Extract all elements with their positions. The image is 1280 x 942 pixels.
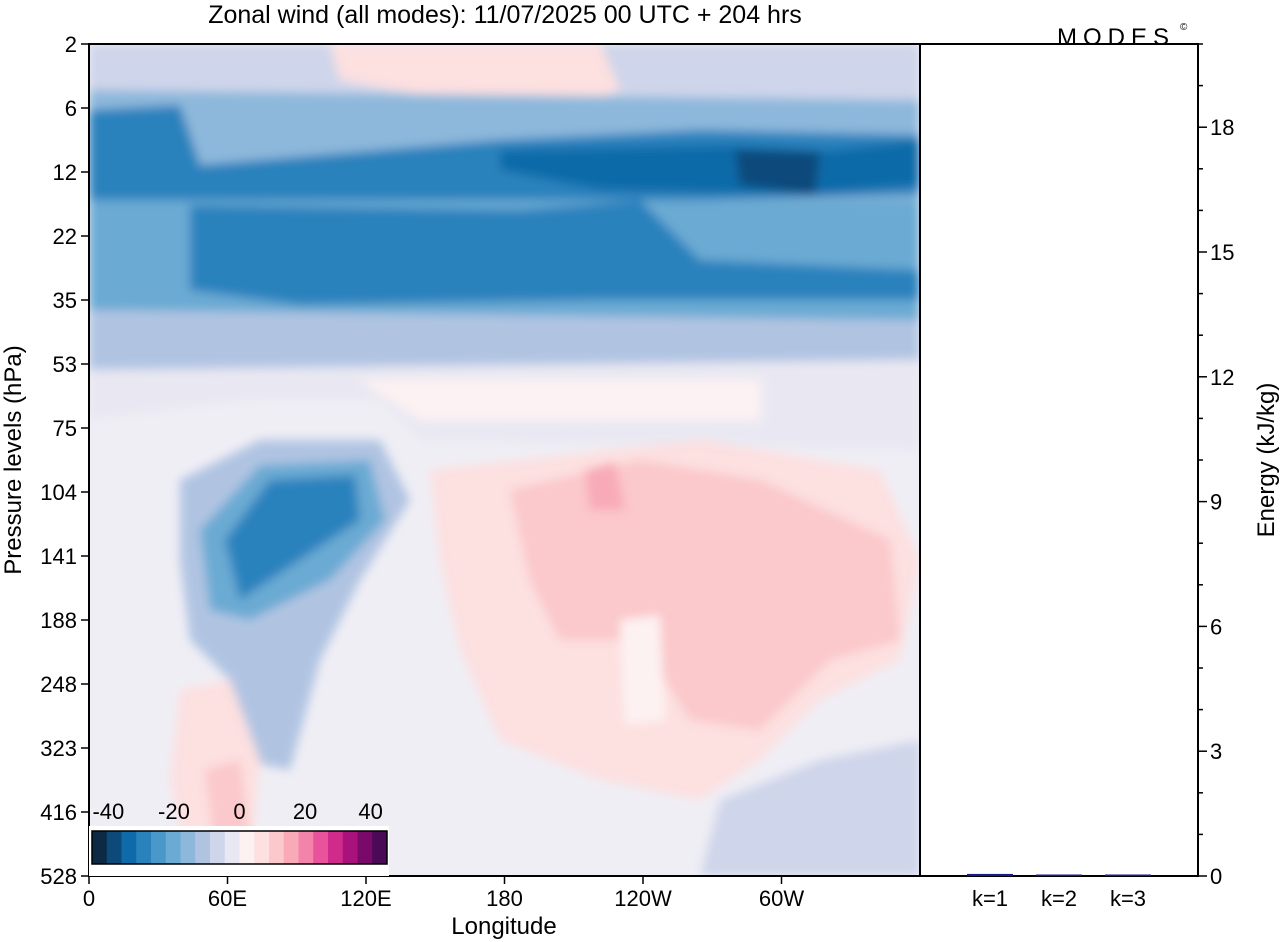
westerly-core [585, 462, 625, 510]
y-tick-label: 528 [40, 864, 77, 889]
x-tick-label: 120W [614, 886, 672, 911]
colorbar-swatch [298, 831, 314, 864]
colorbar-swatch [210, 831, 226, 864]
pink-mid-band [360, 380, 760, 420]
y-tick-label: 22 [53, 224, 77, 249]
energy-y-tick-label: 15 [1210, 240, 1234, 265]
colorbar-swatch [239, 831, 255, 864]
colorbar-swatch [165, 831, 181, 864]
easterly-blob-core [225, 475, 360, 600]
westerly-mid [510, 460, 900, 730]
colorbar-frame [91, 830, 388, 865]
y-axis: 2 6 12 22 35 53 75 104 141 188 248 323 416 528 [40, 32, 89, 889]
colorbar-swatches [92, 831, 388, 864]
top-pink-patch [330, 44, 620, 110]
colorbar-tick-label: 20 [293, 799, 317, 824]
energy-bars [967, 873, 1151, 876]
y-tick-label: 188 [40, 608, 77, 633]
y-tick-label: 35 [53, 288, 77, 313]
x-tick-label: 180 [486, 886, 523, 911]
band-35-53 [89, 310, 920, 370]
colorbar-swatch [195, 831, 211, 864]
energy-bar [1105, 874, 1151, 876]
energy-category-label: k=3 [1110, 886, 1146, 911]
y-tick-label: 323 [40, 736, 77, 761]
colorbar-swatch [106, 831, 122, 864]
band-22-core [190, 200, 920, 305]
y-tick-label: 141 [40, 544, 77, 569]
colorbar-swatch [283, 831, 299, 864]
jet-max [735, 150, 820, 195]
y-tick-label: 248 [40, 672, 77, 697]
colorbar-tick-labels: -40 -20 0 20 40 [92, 799, 382, 824]
energy-y-tick-label: 0 [1210, 864, 1222, 889]
x-tick-label: 60W [759, 886, 804, 911]
energy-y-axis-label: Energy (kJ/kg) [1253, 383, 1280, 538]
y-tick-label: 6 [65, 96, 77, 121]
energy-panel-frame [919, 43, 1199, 877]
colorbar-tick-label: -40 [92, 799, 124, 824]
colorbar-swatch [269, 831, 285, 864]
y-tick-label: 2 [65, 32, 77, 57]
x-axis-label: Longitude [451, 913, 556, 940]
colorbar-tick-label: -20 [158, 799, 190, 824]
colorbar-swatch [136, 831, 152, 864]
colorbar-swatch [151, 831, 167, 864]
energy-bar [1036, 874, 1082, 876]
y-tick-label: 12 [53, 160, 77, 185]
colorbar-tick-label: 0 [233, 799, 245, 824]
colorbar-swatch [180, 831, 196, 864]
y-axis-label: Pressure levels (hPa) [0, 345, 27, 574]
energy-category-label: k=2 [1041, 886, 1077, 911]
energy-y-tick-label: 18 [1210, 115, 1234, 140]
colorbar-swatch [313, 831, 329, 864]
y-tick-label: 53 [53, 352, 77, 377]
colorbar-swatch [121, 831, 137, 864]
energy-y-tick-label: 9 [1210, 490, 1222, 515]
energy-bar [967, 873, 1013, 876]
x-tick-label: 0 [83, 886, 95, 911]
colorbar-swatch [224, 831, 240, 864]
energy-y-tick-label: 6 [1210, 614, 1222, 639]
energy-category-label: k=1 [972, 886, 1008, 911]
x-tick-label: 60E [208, 886, 247, 911]
chart-title: Zonal wind (all modes): 11/07/2025 00 UT… [208, 1, 802, 29]
energy-y-tick-label: 12 [1210, 365, 1234, 390]
colorbar-swatch [92, 831, 108, 864]
y-tick-label: 104 [40, 480, 77, 505]
energy-x-axis: k=1 k=2 k=3 [972, 886, 1146, 911]
y-tick-label: 416 [40, 800, 77, 825]
energy-y-axis: 0 3 6 9 12 15 18 [1198, 43, 1234, 889]
wind-field [89, 44, 920, 876]
colorbar-tick-label: 40 [358, 799, 382, 824]
x-tick-label: 120E [340, 886, 391, 911]
colorbar-swatch [328, 831, 344, 864]
colorbar-swatch [372, 831, 388, 864]
x-axis: 0 60E 120E 180 120W 60W [83, 876, 804, 911]
colorbar-swatch [357, 831, 373, 864]
colorbar-swatch [254, 831, 270, 864]
colorbar: -40 -20 0 20 40 [89, 799, 389, 876]
logo-mark: © [1180, 22, 1188, 33]
westerly-hole [620, 615, 665, 725]
y-tick-label: 75 [53, 416, 77, 441]
lower-right-blue [700, 740, 920, 876]
energy-y-tick-label: 3 [1210, 739, 1222, 764]
colorbar-swatch [342, 831, 358, 864]
